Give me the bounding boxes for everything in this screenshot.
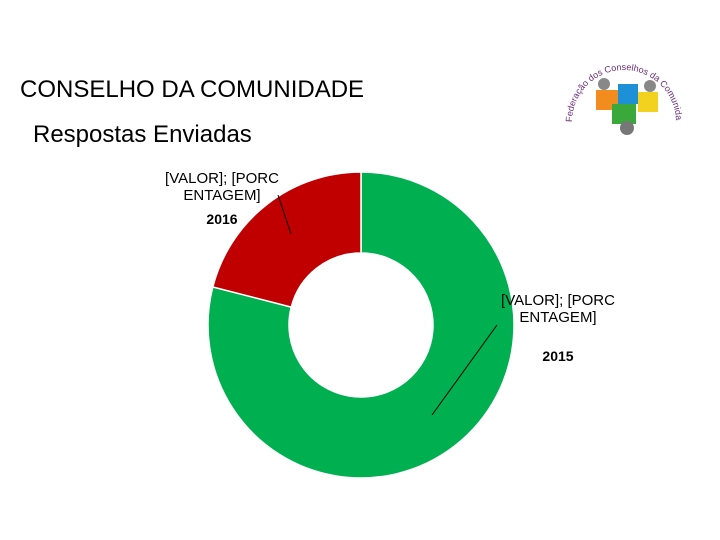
logo: Federação dos Conselhos da Comunidade do… [0,0,684,135]
puzzle-piece [638,92,658,112]
figure [598,78,610,90]
chart-subtitle: Respostas Enviadas [33,121,252,148]
puzzle-piece [612,104,636,124]
puzzle-piece [618,84,638,104]
chart-title: CONSELHO DA COMUNIDADE [20,76,365,103]
category-label: 2016 [206,211,238,227]
data-label: [VALOR]; [PORCENTAGEM] [165,170,279,204]
leader-line [277,194,292,235]
figure [620,121,634,135]
donut-slice [207,171,515,479]
figure [644,80,656,92]
donut-slice [211,171,362,309]
data-label: [VALOR]; [PORCENTAGEM] [501,292,615,326]
leader-line [431,324,498,416]
category-label: 2015 [542,348,574,364]
